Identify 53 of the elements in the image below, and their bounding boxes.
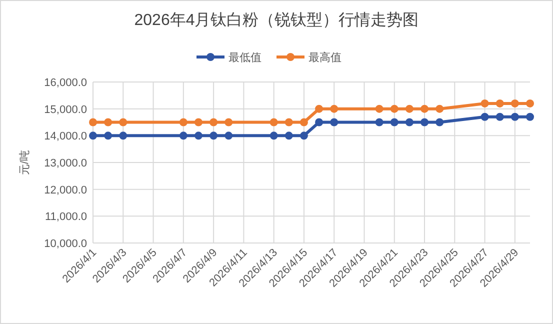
point (284, 132, 293, 140)
point (119, 132, 128, 140)
point (315, 104, 324, 113)
point (179, 132, 188, 140)
y-tick-label: 12,000.0 (44, 184, 87, 196)
y-tick-label: 14,000.0 (44, 130, 87, 143)
point (390, 104, 398, 113)
point (480, 112, 489, 121)
point (420, 104, 429, 113)
legend-label: 最低值 (228, 52, 262, 64)
point (420, 118, 429, 126)
point (300, 132, 308, 140)
point (224, 118, 233, 126)
point (526, 99, 534, 108)
point (89, 132, 97, 140)
point (270, 132, 278, 140)
point (210, 118, 218, 126)
point (405, 118, 414, 126)
point (496, 99, 504, 108)
point (375, 104, 384, 113)
point (104, 132, 112, 140)
point (496, 112, 504, 121)
point (194, 118, 202, 126)
point (119, 118, 128, 126)
point (270, 118, 278, 126)
point (390, 118, 398, 126)
point (194, 132, 202, 140)
point (210, 132, 218, 140)
point (405, 104, 414, 113)
point (510, 99, 519, 108)
point (436, 118, 444, 126)
point (510, 112, 519, 121)
point (436, 104, 444, 113)
point (480, 99, 489, 108)
chart-title: 2026年4月钛白粉（锐钛型）行情走势图 (134, 11, 419, 29)
point (284, 118, 293, 126)
legend-label: 最高值 (308, 51, 342, 64)
y-tick-label: 11,000.0 (44, 211, 87, 224)
point (375, 118, 384, 126)
point (526, 112, 534, 121)
point (89, 118, 97, 126)
y-tick-label: 13,000.0 (44, 158, 87, 170)
point (315, 118, 324, 126)
y-tick-label: 16,000.0 (44, 77, 87, 89)
point (179, 118, 188, 126)
point (224, 132, 233, 140)
point (330, 104, 338, 113)
point (104, 118, 112, 126)
y-axis-title: 元/吨 (18, 150, 31, 176)
point (330, 118, 338, 126)
point (300, 118, 308, 126)
y-tick-label: 10,000.0 (44, 238, 87, 250)
y-tick-label: 15,000.0 (44, 104, 87, 116)
